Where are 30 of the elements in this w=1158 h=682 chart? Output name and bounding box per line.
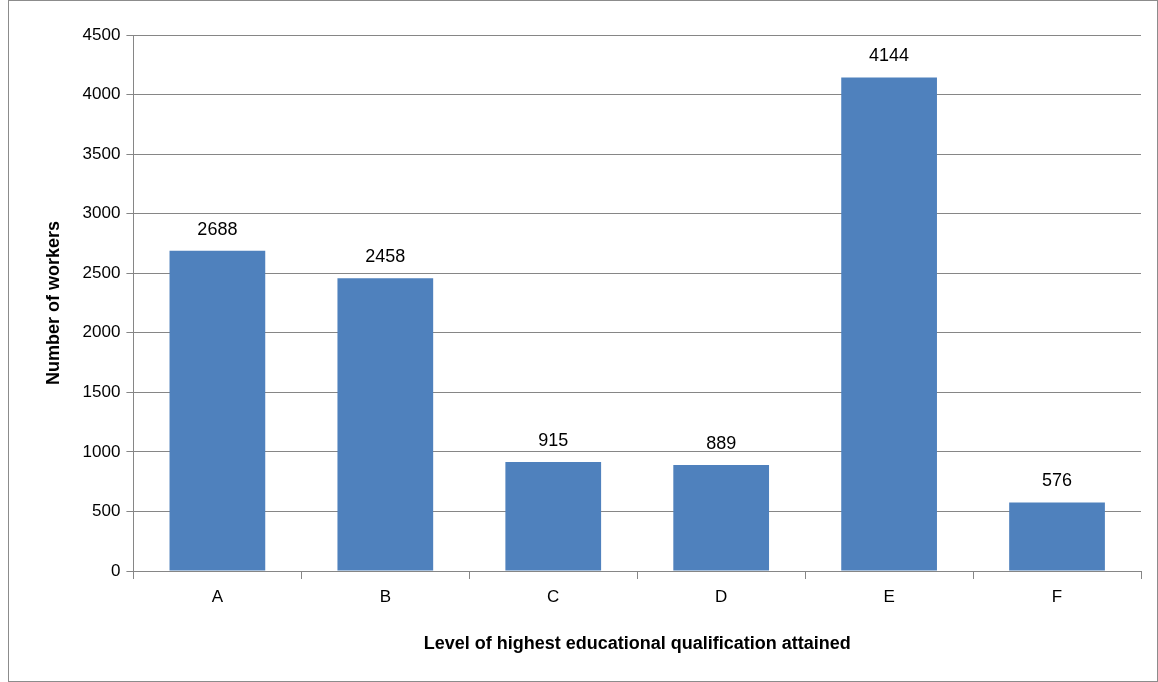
y-tick-label: 2500 [82, 262, 121, 282]
data-label: 889 [706, 433, 737, 454]
y-tick-label: 0 [110, 560, 121, 580]
bar [841, 77, 937, 571]
bar [673, 465, 770, 571]
x-tick-label: C [547, 586, 560, 606]
data-label: 2458 [365, 246, 406, 267]
data-label: 915 [538, 429, 569, 450]
x-tick-label: E [883, 586, 895, 606]
x-axis-title: Level of highest educational qualification attained [423, 633, 851, 654]
bar [337, 278, 434, 571]
data-label: 2688 [197, 218, 238, 239]
data-label: 4144 [869, 45, 910, 66]
y-tick-label: 500 [92, 501, 121, 521]
y-tick-label: 1500 [82, 382, 121, 402]
y-tick-label: 1000 [82, 441, 121, 461]
x-tick-label: B [379, 586, 391, 606]
y-tick-label: 4500 [82, 24, 121, 44]
y-tick-label: 2000 [82, 322, 121, 342]
x-tick-label: A [211, 586, 224, 606]
bar [1009, 502, 1105, 571]
bar [169, 250, 266, 571]
data-label: 576 [1042, 470, 1073, 491]
y-tick-label: 3500 [82, 143, 121, 163]
x-tick-label: D [715, 586, 728, 606]
x-tick-label: F [1051, 586, 1063, 606]
y-axis-title: Number of workers [42, 220, 63, 386]
bar [505, 462, 602, 571]
y-tick-label: 4000 [82, 84, 121, 104]
y-tick-label: 3000 [82, 203, 121, 223]
